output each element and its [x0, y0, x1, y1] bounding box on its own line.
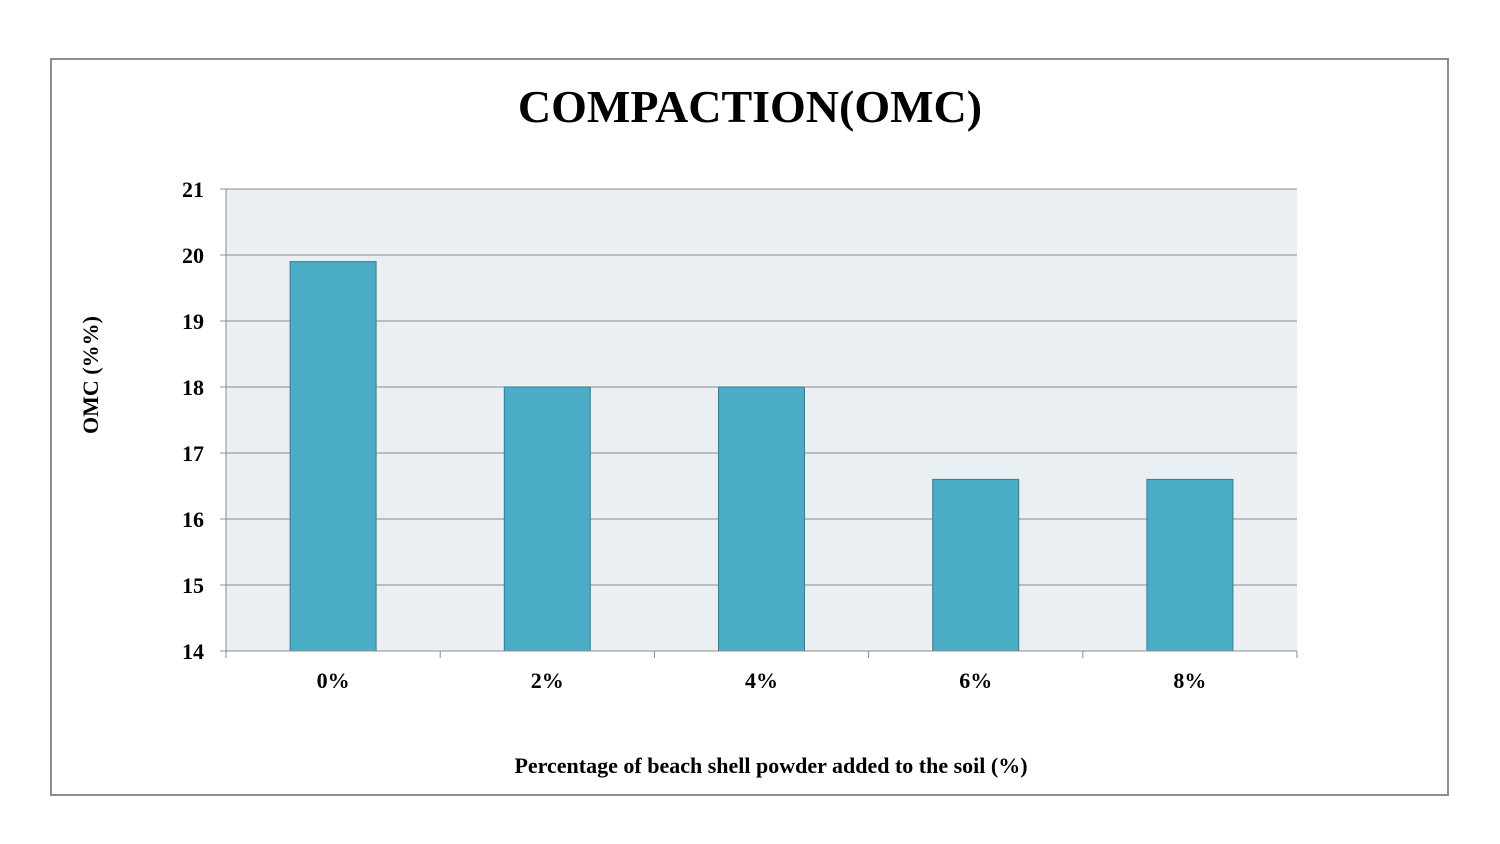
bar-8pct — [1146, 478, 1234, 652]
y-tick-label: 15 — [182, 573, 204, 598]
bars — [289, 261, 1234, 652]
y-tick-label: 20 — [182, 243, 204, 268]
y-tick-label: 21 — [182, 177, 204, 202]
x-tick-label: 6% — [959, 668, 992, 693]
bar-0pct — [289, 261, 377, 652]
y-tick-label: 19 — [182, 309, 204, 334]
y-tick-label: 18 — [182, 375, 204, 400]
x-tick-labels: 0% 2% 4% 6% 8% — [317, 668, 1207, 693]
y-axis-label: OMC (%%) — [78, 316, 103, 434]
axes — [225, 189, 1298, 658]
bar-2pct — [503, 386, 591, 652]
y-tick-labels: 14 15 16 17 18 19 20 21 — [182, 177, 204, 664]
y-tick-label: 17 — [182, 441, 204, 466]
y-tick-label: 16 — [182, 507, 204, 532]
chart-title: COMPACTION(OMC) — [518, 81, 982, 132]
x-tick-label: 4% — [745, 668, 778, 693]
bar-4pct — [718, 386, 805, 652]
y-tick-label: 14 — [182, 639, 204, 664]
x-tick-label: 0% — [317, 668, 350, 693]
x-axis-label: Percentage of beach shell powder added t… — [514, 753, 1027, 778]
x-tick-label: 8% — [1173, 668, 1206, 693]
x-tick-label: 2% — [531, 668, 564, 693]
bar-6pct — [932, 478, 1020, 652]
